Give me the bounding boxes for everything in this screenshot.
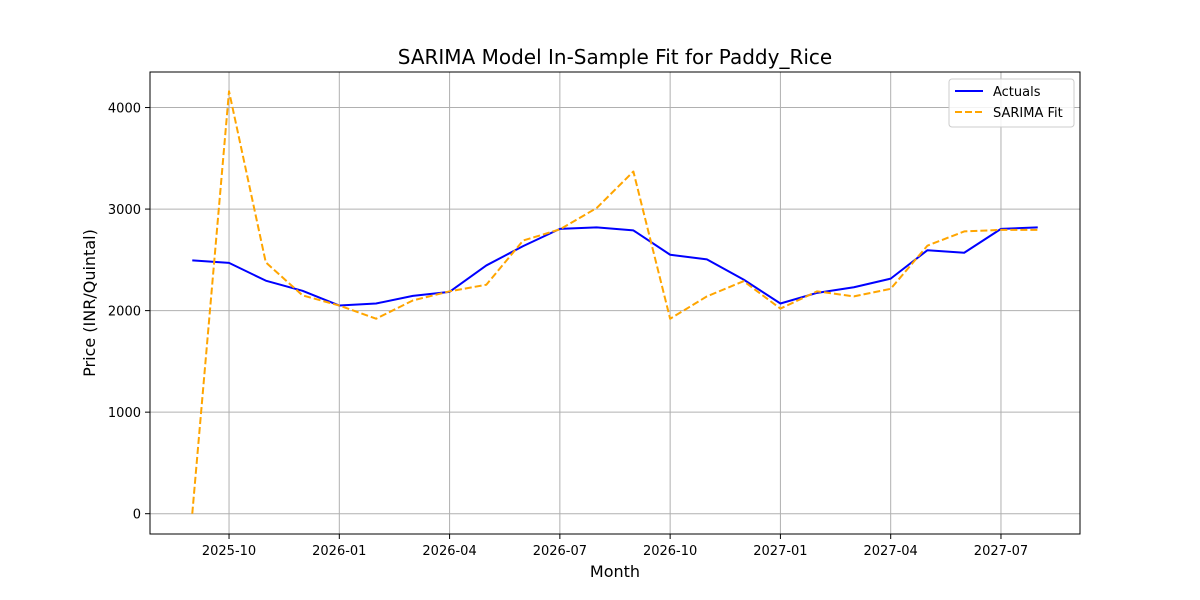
x-tick-label: 2027-01 <box>753 544 807 559</box>
y-tick-label: 3000 <box>108 203 141 218</box>
chart-title: SARIMA Model In-Sample Fit for Paddy_Ric… <box>398 45 832 69</box>
x-tick-label: 2027-07 <box>974 544 1028 559</box>
x-tick-label: 2027-04 <box>864 544 918 559</box>
legend: Actuals SARIMA Fit <box>948 78 1075 128</box>
legend-label: Actuals <box>993 85 1041 100</box>
x-tick-label: 2025-10 <box>202 544 256 559</box>
x-tick-label: 2026-10 <box>643 544 697 559</box>
legend-label: SARIMA Fit <box>993 106 1063 121</box>
series-line-actuals <box>192 226 1038 307</box>
x-tick-label: 2026-01 <box>312 544 366 559</box>
axis-ticks: 2025-10 2026-01 2026-04 2026-07 2026-10 2027-… <box>108 102 1028 559</box>
x-tick-label: 2026-04 <box>422 544 476 559</box>
plot-frame <box>149 71 1081 535</box>
y-tick-label: 0 <box>133 508 141 523</box>
y-axis-label: Price (INR/Quintal) <box>80 229 99 377</box>
grid-lines <box>150 72 1080 534</box>
series-layer <box>191 90 1038 514</box>
x-axis-label: Month <box>590 562 640 581</box>
x-tick-label: 2026-07 <box>533 544 587 559</box>
y-tick-label: 2000 <box>108 305 141 320</box>
series-line-sarima-fit <box>191 90 1038 514</box>
y-tick-label: 4000 <box>108 102 141 117</box>
y-tick-label: 1000 <box>108 406 141 421</box>
